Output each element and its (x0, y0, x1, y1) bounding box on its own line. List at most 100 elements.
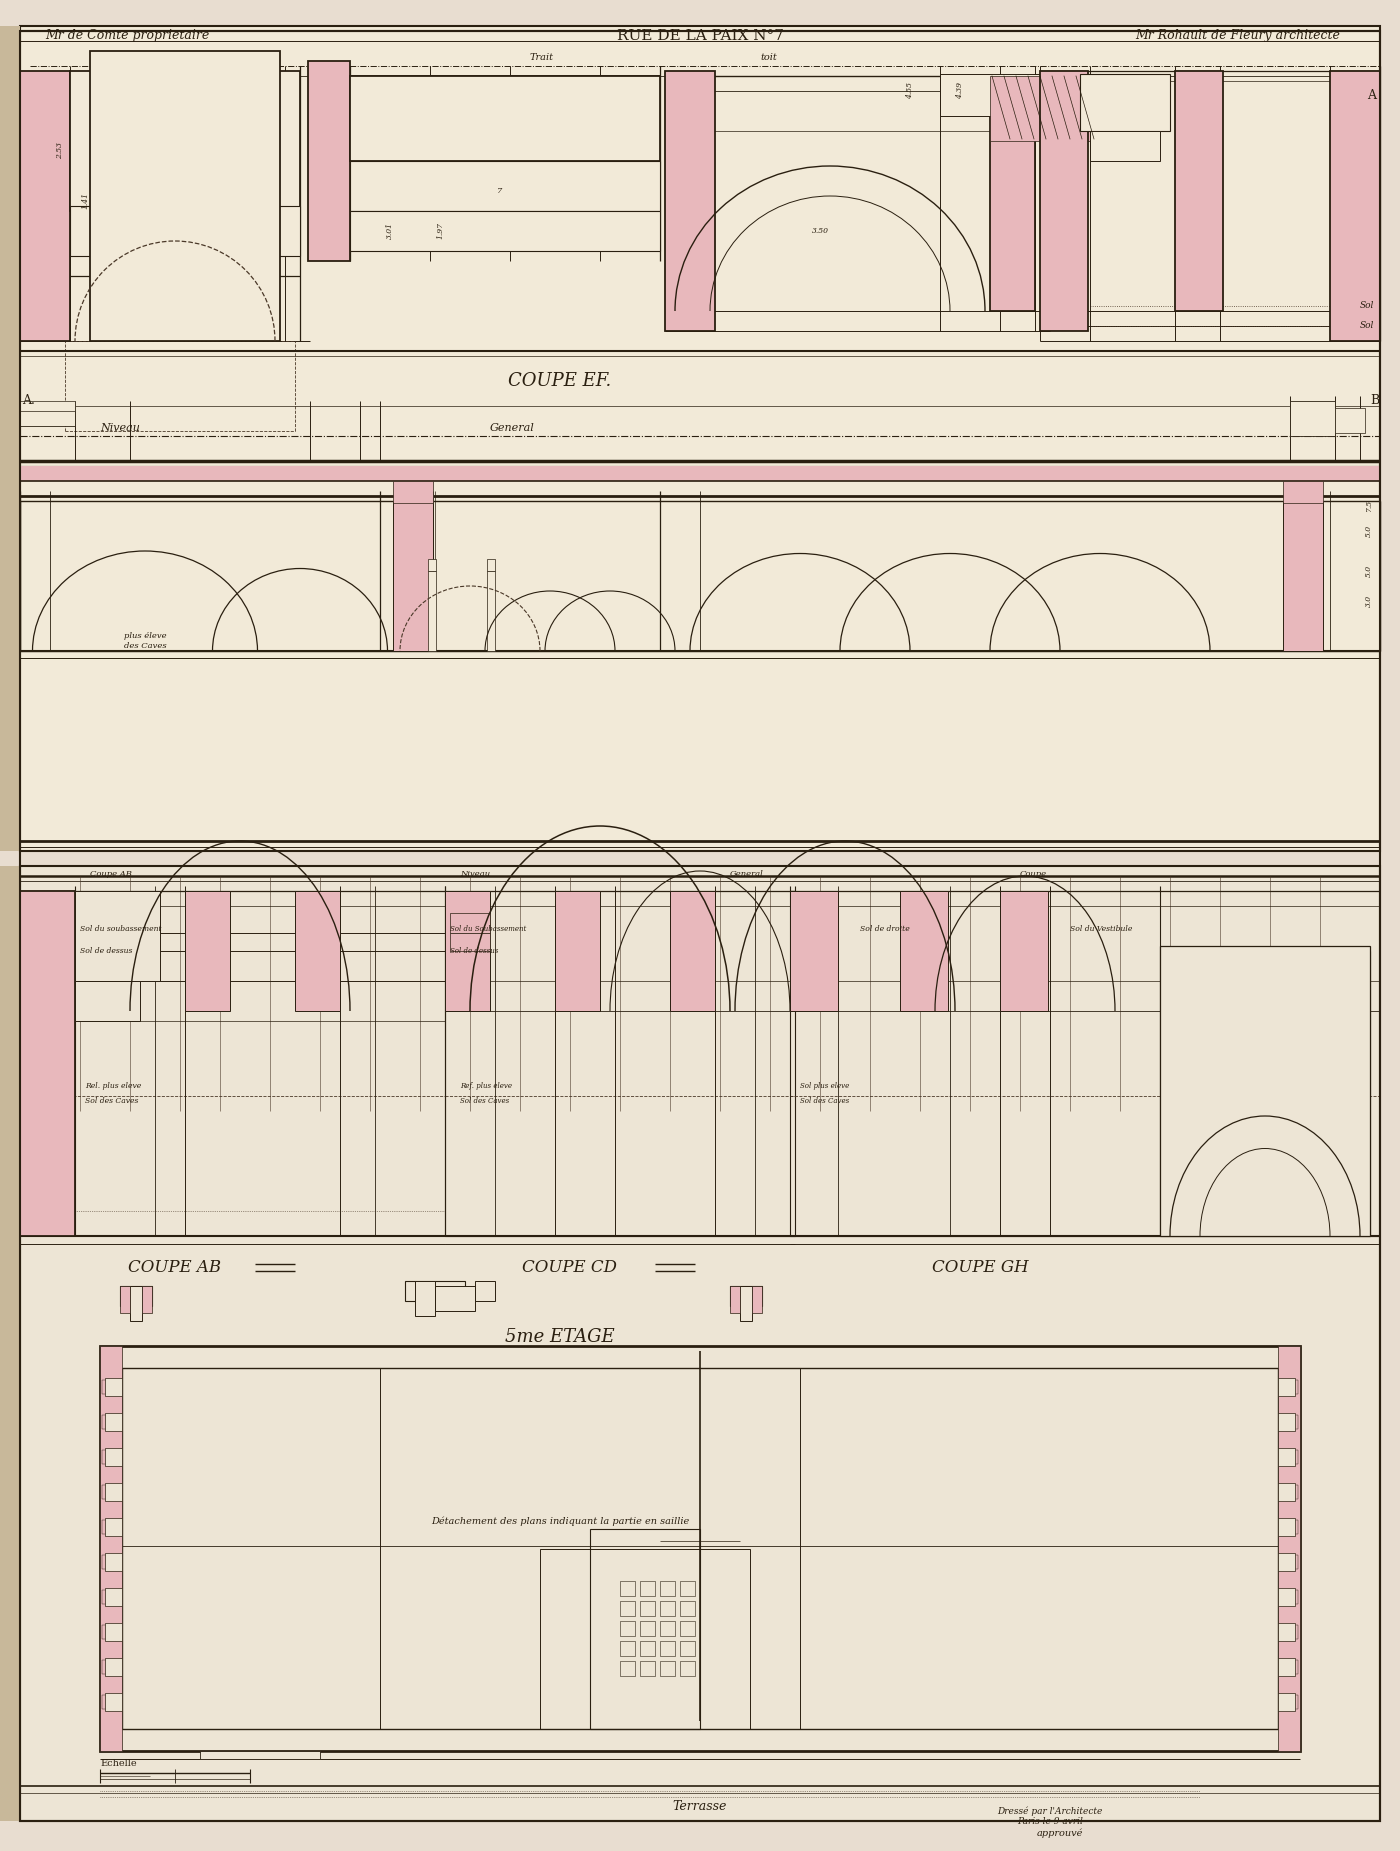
Bar (659, 1601, 675, 1616)
Bar (200, 1751, 321, 1758)
Bar (350, 211, 659, 252)
Bar (102, 1381, 106, 1394)
Text: A.: A. (22, 394, 35, 407)
Text: RUE DE LA PAIX N°7: RUE DE LA PAIX N°7 (616, 30, 784, 43)
Bar (620, 1581, 636, 1596)
Bar (20, 466, 1380, 481)
Bar (435, 1286, 475, 1311)
Text: Sol du Soubassement: Sol du Soubassement (449, 926, 526, 933)
Bar (790, 890, 839, 1011)
Text: Coupe: Coupe (1021, 870, 1047, 877)
Bar (1278, 1412, 1295, 1431)
Bar (620, 1601, 636, 1616)
Bar (729, 1286, 762, 1307)
Bar (295, 890, 340, 1011)
Bar (102, 1590, 106, 1605)
Bar (659, 1621, 675, 1636)
Bar (130, 1286, 141, 1322)
Bar (1079, 74, 1170, 131)
Bar (1294, 1449, 1298, 1464)
Bar (405, 1281, 465, 1301)
Text: Sol: Sol (1359, 302, 1375, 311)
Bar (393, 502, 433, 652)
Bar (428, 559, 435, 570)
Text: Sol des Caves: Sol des Caves (799, 1098, 850, 1105)
Text: 5.0: 5.0 (1365, 565, 1373, 578)
Bar (105, 1518, 122, 1536)
Bar (120, 1286, 130, 1312)
Bar (0, 866, 20, 1821)
Bar (122, 1368, 1278, 1729)
Bar (1278, 1518, 1295, 1536)
Bar (20, 405, 76, 426)
Text: General: General (729, 870, 764, 877)
Text: toit: toit (760, 54, 777, 61)
Bar (1278, 1483, 1295, 1501)
Bar (640, 1601, 655, 1616)
Text: B: B (1371, 394, 1379, 407)
Text: Sol des Caves: Sol des Caves (461, 1098, 510, 1105)
Bar (102, 1485, 106, 1499)
Bar (105, 1412, 122, 1431)
Text: 1.97: 1.97 (435, 222, 444, 239)
Text: Mr Rohault de Fleury architecte: Mr Rohault de Fleury architecte (1135, 30, 1340, 43)
Bar (1330, 70, 1380, 341)
Bar (1278, 1346, 1301, 1751)
Bar (76, 981, 140, 1022)
Bar (20, 890, 76, 1236)
Bar (449, 933, 490, 951)
Bar (1294, 1660, 1298, 1673)
Bar (1294, 1414, 1298, 1429)
Text: Rel. plus eleve: Rel. plus eleve (85, 1083, 141, 1090)
Text: plus éleve: plus éleve (123, 631, 167, 640)
Bar (350, 76, 659, 161)
Bar (1294, 1590, 1298, 1605)
Text: Niveau: Niveau (461, 870, 490, 877)
Bar (1175, 70, 1224, 311)
Bar (141, 1286, 153, 1312)
Bar (70, 70, 300, 211)
Bar (0, 26, 20, 851)
Bar (1294, 1381, 1298, 1394)
Bar (1294, 1520, 1298, 1534)
Bar (99, 1346, 122, 1751)
Bar (20, 866, 1380, 1821)
Bar (20, 402, 76, 411)
Bar (1294, 1696, 1298, 1708)
Text: Sol du soubassement: Sol du soubassement (80, 926, 161, 933)
Text: 4.39: 4.39 (956, 83, 965, 100)
Text: 5.0: 5.0 (1365, 526, 1373, 537)
Text: 4.55: 4.55 (906, 83, 914, 100)
Text: Niveau: Niveau (99, 424, 140, 433)
Bar (428, 570, 435, 652)
Bar (70, 205, 300, 255)
Text: Paris le 9 avril: Paris le 9 avril (1016, 1816, 1084, 1825)
Bar (729, 1286, 741, 1312)
Bar (185, 890, 230, 1011)
Bar (640, 1581, 655, 1596)
Bar (105, 1588, 122, 1607)
Bar (102, 1625, 106, 1638)
Bar (393, 481, 433, 503)
Bar (308, 61, 350, 261)
Bar (680, 1581, 694, 1596)
Bar (1040, 70, 1088, 331)
Text: Coupe AB: Coupe AB (90, 870, 132, 877)
Bar (680, 1642, 694, 1657)
Bar (1294, 1625, 1298, 1638)
Bar (620, 1621, 636, 1636)
Bar (350, 161, 659, 211)
Bar (1278, 1658, 1295, 1675)
Text: COUPE CD: COUPE CD (522, 1259, 617, 1275)
Text: Sol de dessus: Sol de dessus (449, 948, 498, 955)
Bar (102, 1520, 106, 1534)
Text: COUPE EF.: COUPE EF. (508, 372, 612, 391)
Bar (102, 1696, 106, 1708)
Bar (20, 502, 1380, 652)
Bar (20, 70, 70, 341)
Bar (99, 1346, 1301, 1751)
Bar (120, 1286, 153, 1307)
Text: COUPE AB: COUPE AB (129, 1259, 221, 1275)
Bar (640, 1660, 655, 1675)
Bar (640, 1621, 655, 1636)
